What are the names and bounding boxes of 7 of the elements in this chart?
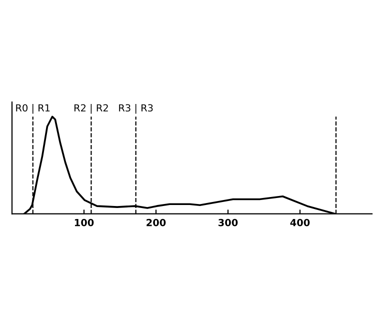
ref-line-label: R0 | R1: [16, 104, 50, 114]
ref-line-label: R2 | R2: [74, 104, 108, 114]
x-tick-label: 400: [290, 218, 310, 226]
x-tick-label: 300: [218, 218, 238, 226]
ref-line-label: R3 | R3: [119, 104, 153, 114]
x-tick-label: 200: [146, 218, 166, 226]
x-tick-label: 100: [74, 218, 94, 226]
